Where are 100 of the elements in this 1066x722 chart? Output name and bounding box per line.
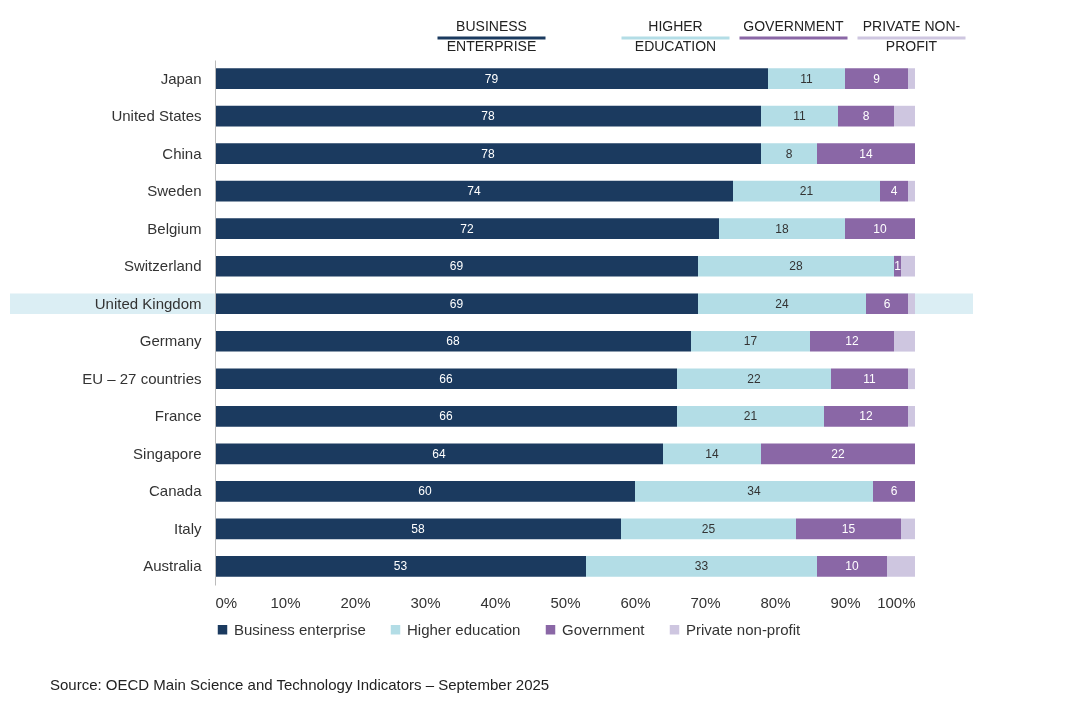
bar — [866, 293, 908, 315]
data-label: 22 — [831, 446, 845, 461]
bar — [215, 556, 586, 577]
x-tick-label: 10% — [270, 593, 301, 611]
bar — [908, 293, 915, 315]
bar — [873, 481, 915, 502]
y-tick-label: EU – 27 countries — [82, 369, 202, 387]
bar — [215, 443, 663, 465]
bar — [691, 330, 810, 352]
data-label: 18 — [775, 221, 789, 236]
text: HIGHER EDUCATION — [634, 18, 717, 54]
data-label: 53 — [393, 559, 408, 574]
y-tick-label: Sweden — [147, 182, 202, 200]
data-label: 24 — [775, 296, 789, 311]
data-label: 6 — [883, 296, 891, 311]
text: PRIVATE NON- PROFIT — [862, 18, 961, 54]
data-label: 11 — [793, 109, 807, 124]
bar — [698, 293, 866, 315]
y-tick-label: United States — [111, 107, 202, 125]
data-label: 69 — [449, 259, 464, 274]
data-label: 11 — [800, 71, 814, 86]
bar — [901, 255, 915, 277]
bar — [215, 180, 733, 202]
bar — [838, 105, 894, 127]
data-label: 1 — [894, 259, 902, 274]
bar — [215, 368, 677, 390]
x-tick-label: 30% — [410, 593, 441, 611]
data-label: 78 — [481, 109, 495, 124]
bar — [719, 218, 845, 239]
bar — [880, 180, 908, 202]
bar — [894, 330, 915, 352]
y-tick-label: Australia — [143, 557, 203, 575]
data-label: 64 — [432, 446, 446, 461]
bar — [894, 105, 915, 127]
bar — [761, 105, 838, 127]
bar — [215, 481, 635, 502]
bar — [621, 518, 796, 540]
bar — [677, 406, 824, 427]
bar — [698, 255, 894, 277]
bar — [908, 406, 915, 427]
y-tick-label: Germany — [139, 332, 202, 350]
data-label: 10 — [873, 221, 887, 236]
data-label: 33 — [694, 559, 709, 574]
data-label: 11 — [863, 371, 877, 386]
bar — [215, 68, 768, 89]
data-label: 8 — [785, 146, 793, 161]
bar — [817, 556, 887, 577]
text: BUSINESS ENTERPRISE — [446, 18, 537, 54]
y-tick-label: Singapore — [133, 444, 202, 462]
bar — [635, 481, 873, 502]
x-tick-label: 50% — [550, 593, 581, 611]
bar — [215, 406, 677, 427]
data-label: 60 — [418, 484, 432, 499]
bar — [215, 255, 698, 277]
data-label: 78 — [481, 146, 495, 161]
x-tick-label: 60% — [620, 593, 651, 611]
bar — [817, 143, 915, 164]
data-label: 14 — [859, 146, 873, 161]
bar — [215, 518, 621, 540]
data-label: 79 — [484, 71, 499, 86]
y-tick-label: Japan — [160, 69, 202, 87]
data-label: 34 — [747, 484, 761, 499]
legend-label: Government — [562, 620, 646, 638]
y-tick-label: France — [154, 407, 202, 425]
bar — [796, 518, 901, 540]
x-tick-label: 70% — [690, 593, 721, 611]
data-label: 58 — [411, 521, 425, 536]
bar — [215, 218, 719, 239]
bar — [677, 368, 831, 390]
bar — [908, 180, 915, 202]
data-label: 10 — [845, 559, 859, 574]
text: GOVERNMENT — [743, 18, 845, 34]
x-tick-label: 0% — [215, 593, 238, 611]
data-label: 12 — [845, 334, 859, 349]
x-tick-label: 80% — [760, 593, 791, 611]
data-label: 66 — [439, 409, 453, 424]
bar — [768, 68, 845, 89]
legend-label: Private non-profit — [686, 620, 802, 638]
data-label: 15 — [841, 521, 856, 536]
bar — [824, 406, 908, 427]
data-label: 72 — [460, 221, 474, 236]
bar — [215, 105, 761, 127]
bar — [908, 368, 915, 390]
x-tick-label: 100% — [877, 593, 916, 611]
y-tick-label: Switzerland — [123, 257, 202, 275]
bar — [845, 68, 908, 89]
bar — [733, 180, 880, 202]
data-label: 17 — [743, 334, 758, 349]
data-label: 4 — [890, 184, 898, 199]
legend-label: Higher education — [407, 620, 521, 638]
bar — [215, 143, 761, 164]
y-tick-label: Italy — [173, 519, 202, 537]
bar — [586, 556, 817, 577]
data-label: 69 — [449, 296, 464, 311]
bar — [845, 218, 915, 239]
bar — [761, 443, 915, 465]
x-tick-label: 90% — [830, 593, 861, 611]
data-label: 6 — [890, 484, 898, 499]
data-label: 21 — [743, 409, 758, 424]
y-tick-label: United Kingdom — [94, 294, 202, 312]
